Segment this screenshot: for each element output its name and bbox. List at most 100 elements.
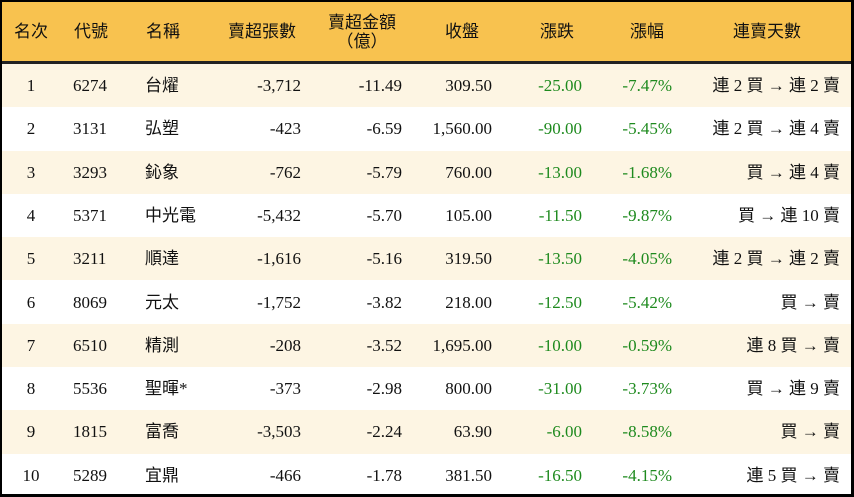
cell-change-pct: -1.68% <box>622 162 672 182</box>
cell-streak: 連 8 買 → 賣 <box>746 335 841 355</box>
cell-change: -16.50 <box>538 465 582 485</box>
cell-close: 1,695.00 <box>432 335 493 355</box>
cell-sell-amount: -3.52 <box>366 335 402 355</box>
header-sell-amount: 賣超金額 （億） <box>317 2 407 61</box>
table-row: 5 3211 順達 -1,616 -5.16 319.50 -13.50 -4.05% 連 2 … <box>2 237 851 281</box>
cell-change: -31.00 <box>538 379 582 399</box>
cell-streak: 買 → 賣 <box>780 292 841 312</box>
cell-rank: 9 <box>26 422 36 442</box>
cell-streak: 連 2 買 → 連 4 賣 <box>712 119 841 139</box>
cell-sell-amount: -11.49 <box>358 76 402 95</box>
cell-name: 鈊象 <box>145 162 179 182</box>
cell-code: 3131 <box>73 119 107 139</box>
table-row: 10 5289 宜鼎 -466 -1.78 381.50 -16.50 -4.15% 連 5 買… <box>2 454 851 497</box>
cell-name: 聖暉* <box>145 379 188 399</box>
table-row: 3 3293 鈊象 -762 -5.79 760.00 -13.00 -1.68% 買 → 連 … <box>2 150 851 194</box>
cell-sell-lots: -1,616 <box>257 249 301 269</box>
cell-code: 3211 <box>73 249 107 269</box>
header-rank: 名次 <box>14 22 48 41</box>
cell-sell-lots: -3,503 <box>257 422 301 442</box>
header-streak: 連賣天數 <box>733 22 801 41</box>
header-name: 名稱 <box>146 22 180 41</box>
cell-name: 弘塑 <box>145 119 179 139</box>
cell-close: 381.50 <box>445 465 492 485</box>
cell-streak: 買 → 連 4 賣 <box>746 162 841 182</box>
cell-sell-amount: -6.59 <box>366 119 402 139</box>
header-change-pct: 漲幅 <box>630 22 664 41</box>
cell-change: -6.00 <box>546 422 582 442</box>
cell-sell-lots: -762 <box>269 162 301 182</box>
cell-change: -25.00 <box>538 76 582 95</box>
cell-streak: 買 → 連 9 賣 <box>746 379 841 399</box>
header-change: 漲跌 <box>540 22 574 41</box>
cell-name: 宜鼎 <box>145 465 179 485</box>
cell-close: 800.00 <box>445 379 492 399</box>
cell-sell-amount: -5.16 <box>366 249 402 269</box>
cell-close: 319.50 <box>445 249 492 269</box>
header-code: 代號 <box>74 22 108 41</box>
cell-sell-lots: -423 <box>269 119 301 139</box>
cell-rank: 1 <box>26 76 36 95</box>
cell-change-pct: -7.47% <box>622 76 672 95</box>
cell-rank: 5 <box>26 249 36 269</box>
cell-sell-lots: -466 <box>269 465 301 485</box>
cell-code: 8069 <box>73 292 107 312</box>
cell-change-pct: -9.87% <box>622 205 672 225</box>
cell-sell-amount: -1.78 <box>366 465 402 485</box>
cell-streak: 買 → 連 10 賣 <box>738 205 840 225</box>
cell-sell-amount: -3.82 <box>366 292 402 312</box>
cell-close: 218.00 <box>445 292 492 312</box>
cell-sell-lots: -5,432 <box>257 205 301 225</box>
cell-sell-amount: -5.79 <box>366 162 402 182</box>
cell-change-pct: -5.42% <box>622 292 672 312</box>
table-row: 8 5536 聖暉* -373 -2.98 800.00 -31.00 -3.73% 買 → 連… <box>2 367 851 410</box>
table-header: 名次 代號 名稱 賣超張數 賣超金額 （億） 收盤 漲跌 漲幅 連賣天數 <box>2 2 851 64</box>
cell-change: -10.00 <box>538 335 582 355</box>
cell-change-pct: -0.59% <box>622 335 672 355</box>
cell-sell-lots: -373 <box>269 379 301 399</box>
cell-streak: 連 2 買 → 連 2 賣 <box>712 76 841 95</box>
cell-change: -13.00 <box>538 162 582 182</box>
cell-code: 6510 <box>73 335 107 355</box>
cell-name: 精測 <box>145 335 179 355</box>
cell-change-pct: -3.73% <box>622 379 672 399</box>
cell-sell-amount: -2.24 <box>366 422 402 442</box>
cell-code: 1815 <box>73 422 107 442</box>
cell-code: 5289 <box>73 465 107 485</box>
cell-change-pct: -4.05% <box>622 249 672 269</box>
cell-name: 台燿 <box>145 76 179 95</box>
cell-name: 元太 <box>145 292 179 312</box>
cell-code: 3293 <box>73 162 107 182</box>
cell-code: 5371 <box>73 205 107 225</box>
cell-close: 63.90 <box>453 422 492 442</box>
header-sell-amount-unit: （億） <box>336 31 388 51</box>
cell-change-pct: -4.15% <box>622 465 672 485</box>
cell-sell-lots: -208 <box>269 335 301 355</box>
cell-streak: 連 5 買 → 賣 <box>746 465 841 485</box>
cell-rank: 6 <box>26 292 36 312</box>
cell-close: 760.00 <box>445 162 492 182</box>
cell-code: 6274 <box>73 76 107 95</box>
cell-rank: 10 <box>22 465 40 485</box>
cell-sell-lots: -3,712 <box>257 76 301 95</box>
table-row: 2 3131 弘塑 -423 -6.59 1,560.00 -90.00 -5.45% 連 2 … <box>2 107 851 150</box>
table-row: 7 6510 精測 -208 -3.52 1,695.00 -10.00 -0.59% 連 8 … <box>2 323 851 368</box>
cell-rank: 4 <box>26 205 36 225</box>
cell-name: 富喬 <box>145 422 179 442</box>
table-row: 1 6274 台燿 -3,712 -11.49 309.50 -25.00 -7.47% 連 2… <box>2 64 851 108</box>
cell-change: -12.50 <box>538 292 582 312</box>
cell-change: -90.00 <box>538 119 582 139</box>
cell-rank: 7 <box>26 335 36 355</box>
cell-rank: 2 <box>26 119 36 139</box>
table-row: 6 8069 元太 -1,752 -3.82 218.00 -12.50 -5.42% 買 → … <box>2 281 851 324</box>
cell-rank: 3 <box>26 162 36 182</box>
table-row: 4 5371 中光電 -5,432 -5.70 105.00 -11.50 -9.87% 買 →… <box>2 194 851 237</box>
header-sell-amount-label: 賣超金額 <box>328 12 396 32</box>
cell-close: 1,560.00 <box>432 119 493 139</box>
header-sell-lots: 賣超張數 <box>228 22 296 41</box>
cell-sell-amount: -2.98 <box>366 379 402 399</box>
cell-change: -11.50 <box>538 205 582 225</box>
cell-rank: 8 <box>26 379 36 399</box>
header-close: 收盤 <box>445 22 479 41</box>
